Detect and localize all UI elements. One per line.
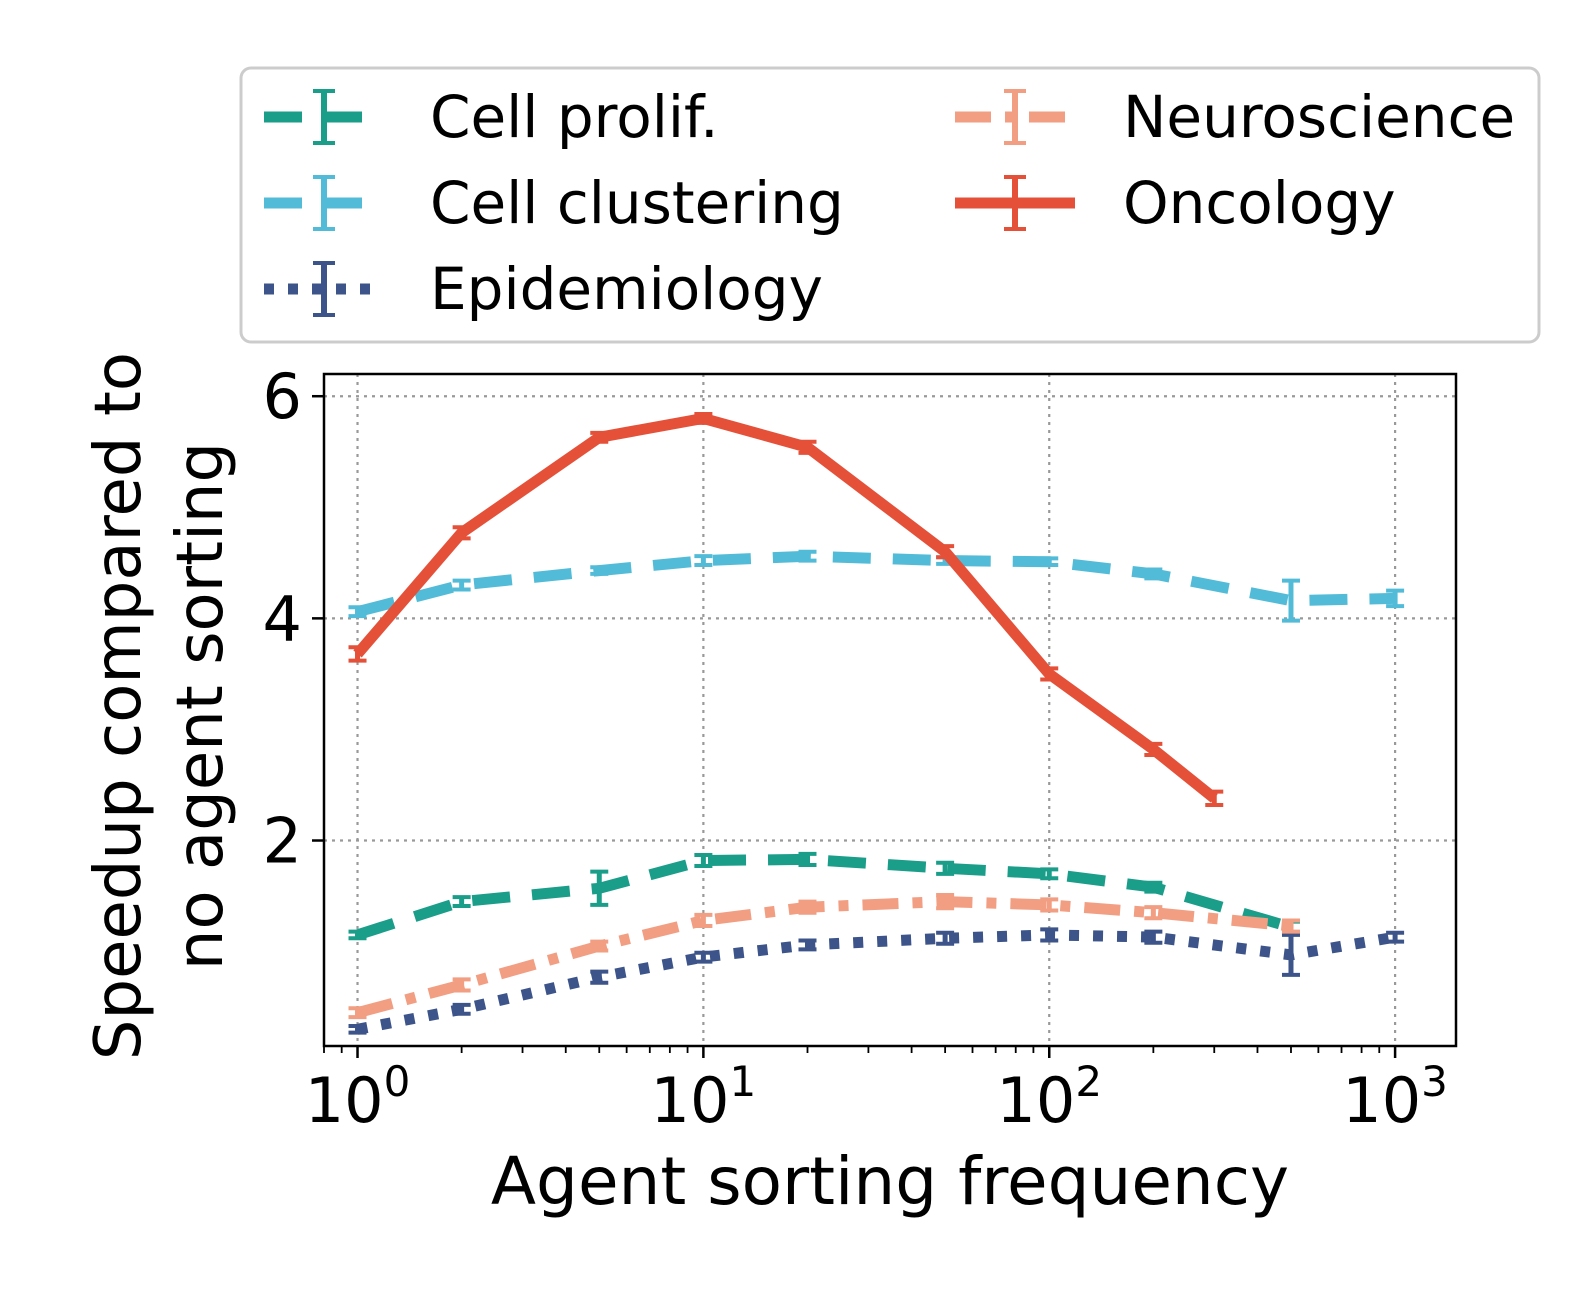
x-tick-label: 100 [305,1057,411,1137]
grid [324,374,1456,1046]
x-tick-label: 101 [651,1057,757,1137]
series-line-4 [353,412,1218,803]
y-tick-label: 4 [263,582,302,655]
legend-label-4: Oncology [1123,169,1396,237]
x-axis-label: Agent sorting frequency [491,1143,1289,1220]
y-axis-label-line-1: Speedup compared to [82,352,156,1060]
x-tick-label: 102 [996,1057,1102,1137]
series-line-1 [356,550,1396,618]
legend: Cell prolif. Cell clustering Epidemiology N… [264,83,1515,323]
series-line-2 [356,929,1397,1035]
series-layer [348,411,1405,1035]
axis-ticks: 100 101 102 103 2 4 6 [263,360,1448,1137]
legend-label-1: Cell clustering [430,169,844,237]
y-tick-label: 2 [263,805,302,878]
y-tick-label: 6 [263,360,302,433]
x-tick-label: 103 [1342,1057,1448,1137]
plot-frame [322,372,1458,1048]
y-axis-label-line-2: no agent sorting [164,442,238,970]
legend-box [239,66,1541,344]
legend-label-2: Epidemiology [430,255,823,323]
legend-label-0: Cell prolif. [430,83,719,151]
series-line-0 [355,853,1293,941]
legend-label-3: Neuroscience [1123,83,1515,151]
